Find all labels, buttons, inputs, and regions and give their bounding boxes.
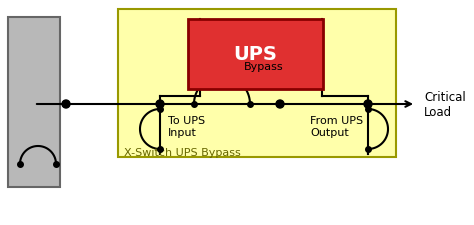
Bar — [8, 18, 60, 187]
Text: From UPS
Output: From UPS Output — [310, 115, 363, 137]
Text: Bypass: Bypass — [244, 62, 283, 72]
Circle shape — [156, 101, 164, 108]
Circle shape — [276, 101, 284, 108]
Text: UPS: UPS — [233, 45, 277, 64]
Text: X-Switch UPS Bypass: X-Switch UPS Bypass — [124, 147, 241, 157]
Circle shape — [364, 101, 372, 108]
Bar — [118, 10, 396, 157]
Text: Critical
Load: Critical Load — [424, 91, 466, 119]
Text: To UPS
Input: To UPS Input — [168, 115, 205, 137]
Bar — [188, 20, 323, 90]
Circle shape — [62, 101, 70, 108]
